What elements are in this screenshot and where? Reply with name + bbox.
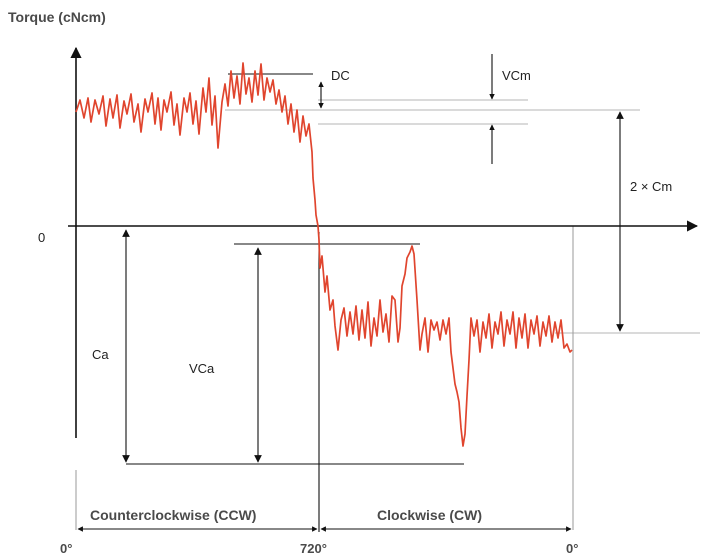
y-axis-title: Torque (cNcm) bbox=[8, 9, 106, 25]
two-cm-label: 2 × Cm bbox=[630, 179, 672, 194]
tick-label-start: 0° bbox=[60, 541, 72, 556]
cw-label: Clockwise (CW) bbox=[377, 507, 482, 523]
dc-label: DC bbox=[331, 68, 350, 83]
torque-curve bbox=[75, 62, 573, 447]
vca-label: VCa bbox=[189, 361, 215, 376]
tick-label-720: 720° bbox=[300, 541, 327, 556]
zero-label: 0 bbox=[38, 230, 45, 245]
ca-label: Ca bbox=[92, 347, 109, 362]
vcm-label: VCm bbox=[502, 68, 531, 83]
tick-label-end: 0° bbox=[566, 541, 578, 556]
ccw-label: Counterclockwise (CCW) bbox=[90, 507, 256, 523]
